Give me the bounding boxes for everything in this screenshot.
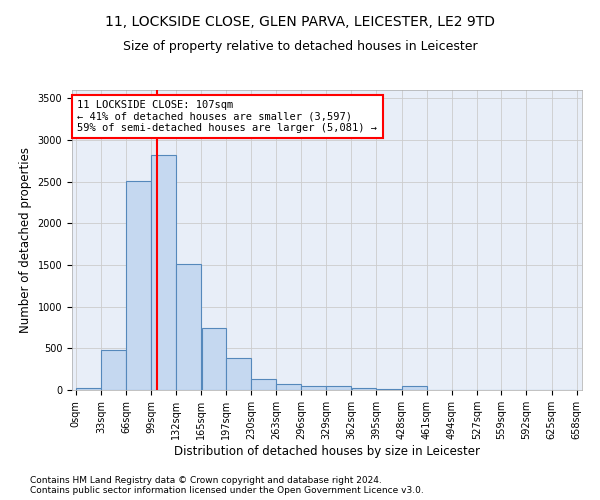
Bar [377,389,401,390]
Bar [301,386,326,390]
Bar [101,350,126,390]
Text: Contains HM Land Registry data © Crown copyright and database right 2024.
Contai: Contains HM Land Registry data © Crown c… [30,476,424,495]
Bar [326,386,351,390]
Y-axis label: Number of detached properties: Number of detached properties [19,147,32,333]
Bar [151,155,176,390]
Bar [226,358,251,390]
Bar [176,264,201,390]
Text: Size of property relative to detached houses in Leicester: Size of property relative to detached ho… [122,40,478,53]
Text: 11, LOCKSIDE CLOSE, GLEN PARVA, LEICESTER, LE2 9TD: 11, LOCKSIDE CLOSE, GLEN PARVA, LEICESTE… [105,15,495,29]
Bar [76,388,101,390]
Bar [402,386,427,390]
Bar [276,384,301,390]
Bar [202,328,226,390]
Bar [352,388,376,390]
X-axis label: Distribution of detached houses by size in Leicester: Distribution of detached houses by size … [174,445,480,458]
Bar [126,181,151,390]
Text: 11 LOCKSIDE CLOSE: 107sqm
← 41% of detached houses are smaller (3,597)
59% of se: 11 LOCKSIDE CLOSE: 107sqm ← 41% of detac… [77,100,377,133]
Bar [251,379,276,390]
